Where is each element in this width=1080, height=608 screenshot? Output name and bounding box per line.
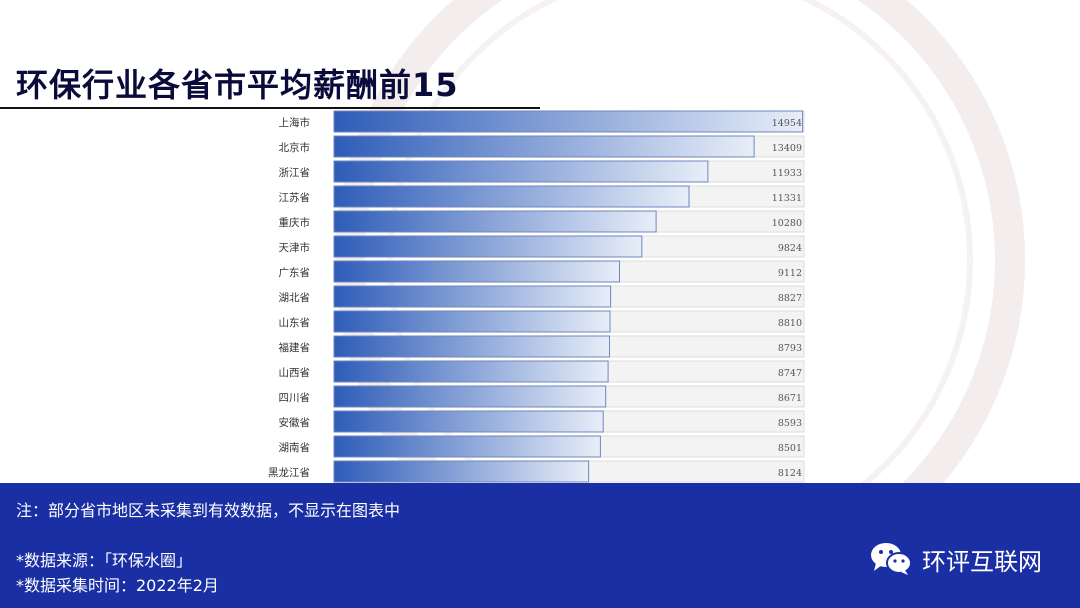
category-label: 安徽省 xyxy=(279,416,311,429)
wechat-icon xyxy=(871,543,912,575)
page-title: 环保行业各省市平均薪酬前15 xyxy=(16,66,459,104)
brand-name: 环评互联网 xyxy=(922,547,1042,576)
category-label: 四川省 xyxy=(279,391,311,404)
value-label: 9824 xyxy=(778,243,802,254)
bar xyxy=(333,310,611,333)
value-label: 10280 xyxy=(772,218,802,229)
category-label: 湖北省 xyxy=(279,291,311,304)
category-label: 重庆市 xyxy=(279,216,311,229)
category-label: 上海市 xyxy=(279,116,311,129)
bar xyxy=(333,210,657,233)
value-label: 8671 xyxy=(778,393,802,404)
bar xyxy=(333,185,690,208)
value-label: 8124 xyxy=(778,468,802,479)
bar xyxy=(333,235,643,258)
value-label: 8827 xyxy=(778,293,802,304)
category-label: 福建省 xyxy=(279,341,311,354)
brand-badge: 环评互联网 xyxy=(870,541,1042,577)
value-label: 13409 xyxy=(772,143,802,154)
value-label: 11331 xyxy=(772,193,802,204)
category-label: 天津市 xyxy=(279,241,311,254)
category-label: 江苏省 xyxy=(279,191,311,204)
value-label: 8793 xyxy=(778,343,802,354)
bar xyxy=(333,335,610,358)
data-source: *数据来源：「环保水圈」 xyxy=(16,551,193,570)
data-collection-time: *数据采集时间：2022年2月 xyxy=(16,576,219,595)
bar xyxy=(333,360,609,383)
bar xyxy=(333,460,590,483)
title-underline xyxy=(0,107,540,109)
category-label: 浙江省 xyxy=(279,166,311,179)
category-label: 湖南省 xyxy=(279,441,311,454)
value-label: 9112 xyxy=(778,268,802,279)
bar xyxy=(333,135,755,158)
bar xyxy=(333,435,601,458)
chart-rows: 上海市 14954 北京市 13409 浙江省 11933 江苏省 11331 重庆市 10280… xyxy=(268,110,805,483)
category-label: 广东省 xyxy=(279,266,311,279)
bar xyxy=(333,260,620,283)
category-label: 山东省 xyxy=(279,316,311,329)
bar xyxy=(333,110,804,133)
bar xyxy=(333,410,604,433)
category-label: 北京市 xyxy=(279,141,311,154)
category-label: 黑龙江省 xyxy=(268,466,310,479)
bar xyxy=(333,285,612,308)
value-label: 11933 xyxy=(772,168,802,179)
value-label: 8501 xyxy=(778,443,802,454)
value-label: 8747 xyxy=(778,368,802,379)
category-label: 山西省 xyxy=(279,366,311,379)
footer-banner: 注：部分省市地区未采集到有效数据，不显示在图表中 *数据来源：「环保水圈」 *数… xyxy=(0,483,1080,608)
value-label: 14954 xyxy=(772,118,802,129)
value-label: 8593 xyxy=(778,418,802,429)
bar xyxy=(333,160,709,183)
footer-note: 注：部分省市地区未采集到有效数据，不显示在图表中 xyxy=(16,501,401,520)
bar xyxy=(333,385,607,408)
value-label: 8810 xyxy=(778,318,802,329)
